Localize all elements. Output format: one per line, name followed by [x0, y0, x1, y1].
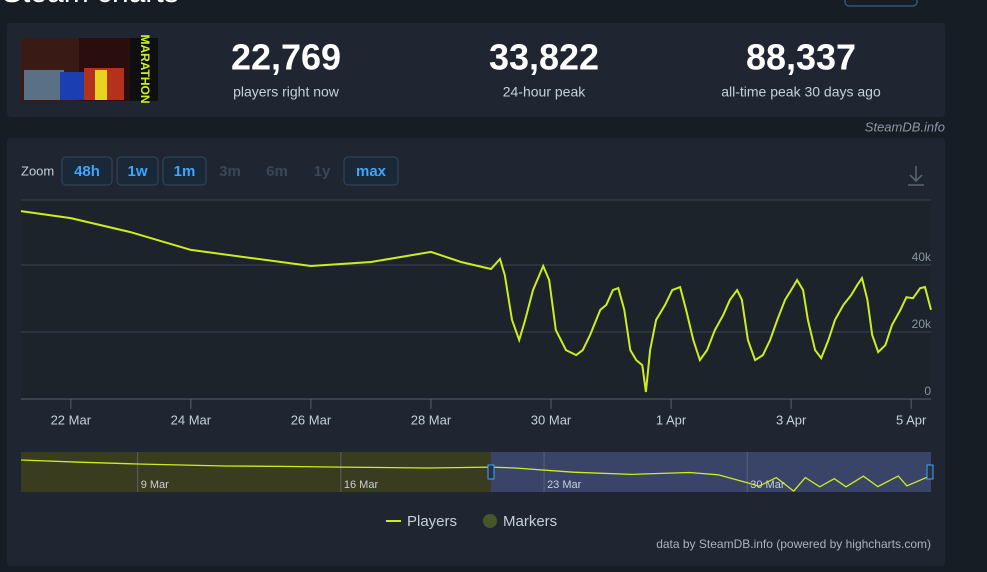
legend-swatch [483, 514, 497, 528]
x-tick-label: 5 Apr [896, 412, 927, 427]
zoom-button-label[interactable]: 3m [219, 163, 241, 180]
game-image: MARATHON [21, 34, 158, 104]
x-tick-label: 28 Mar [411, 412, 452, 427]
series-line [20, 210, 932, 393]
zoom-label: Zoom [21, 163, 54, 178]
zoom-button-label[interactable]: 1y [314, 163, 331, 180]
zoom-button-label[interactable]: 48h [74, 163, 100, 180]
y-tick-label: 0 [924, 384, 931, 398]
stat-label: players right now [233, 84, 340, 100]
zoom-button-label[interactable]: 6m [266, 163, 288, 180]
zoom-button[interactable] [116, 156, 159, 186]
navigator-handle[interactable] [926, 464, 934, 480]
legend-label[interactable]: Markers [503, 513, 557, 530]
zoom-button-label[interactable]: max [356, 163, 387, 180]
zoom-button-label[interactable]: 1w [127, 163, 147, 180]
stat-value: 33,822 [489, 37, 599, 78]
zoom-button[interactable] [61, 156, 113, 186]
stat-value: 88,337 [746, 37, 856, 78]
x-tick-label: 1 Apr [656, 412, 687, 427]
y-tick-label: 40k [912, 250, 932, 264]
stat-value: 22,769 [231, 37, 341, 78]
legend-label[interactable]: Players [407, 513, 457, 530]
x-tick-label: 3 Apr [776, 412, 807, 427]
series-line [20, 459, 928, 492]
zoom-button-label[interactable]: 1m [174, 163, 196, 180]
page-title: Steam charts [2, 0, 179, 9]
x-tick-label: 23 Mar [547, 479, 582, 491]
stat-label: 24-hour peak [503, 84, 587, 100]
x-tick-label: 30 Mar [531, 412, 572, 427]
watermark: SteamDB.info [865, 119, 945, 134]
x-tick-label: 26 Mar [291, 412, 332, 427]
game-logo-text: MARATHON [138, 34, 152, 103]
y-tick-label: 20k [912, 317, 932, 331]
download-icon[interactable] [908, 166, 924, 186]
stats-panel [7, 23, 945, 117]
x-tick-label: 9 Mar [141, 479, 169, 491]
plot-background [21, 200, 931, 399]
x-tick-label: 16 Mar [344, 479, 379, 491]
header-button[interactable] [844, 0, 918, 7]
credit: data by SteamDB.info (powered by highcha… [656, 537, 931, 551]
x-tick-label: 22 Mar [51, 412, 92, 427]
x-tick-label: 30 Mar [750, 479, 785, 491]
stat-label: all-time peak 30 days ago [721, 84, 881, 100]
x-tick-label: 24 Mar [171, 412, 212, 427]
zoom-button[interactable] [162, 156, 207, 186]
zoom-button[interactable] [343, 156, 399, 186]
navigator-handle[interactable] [487, 464, 495, 480]
